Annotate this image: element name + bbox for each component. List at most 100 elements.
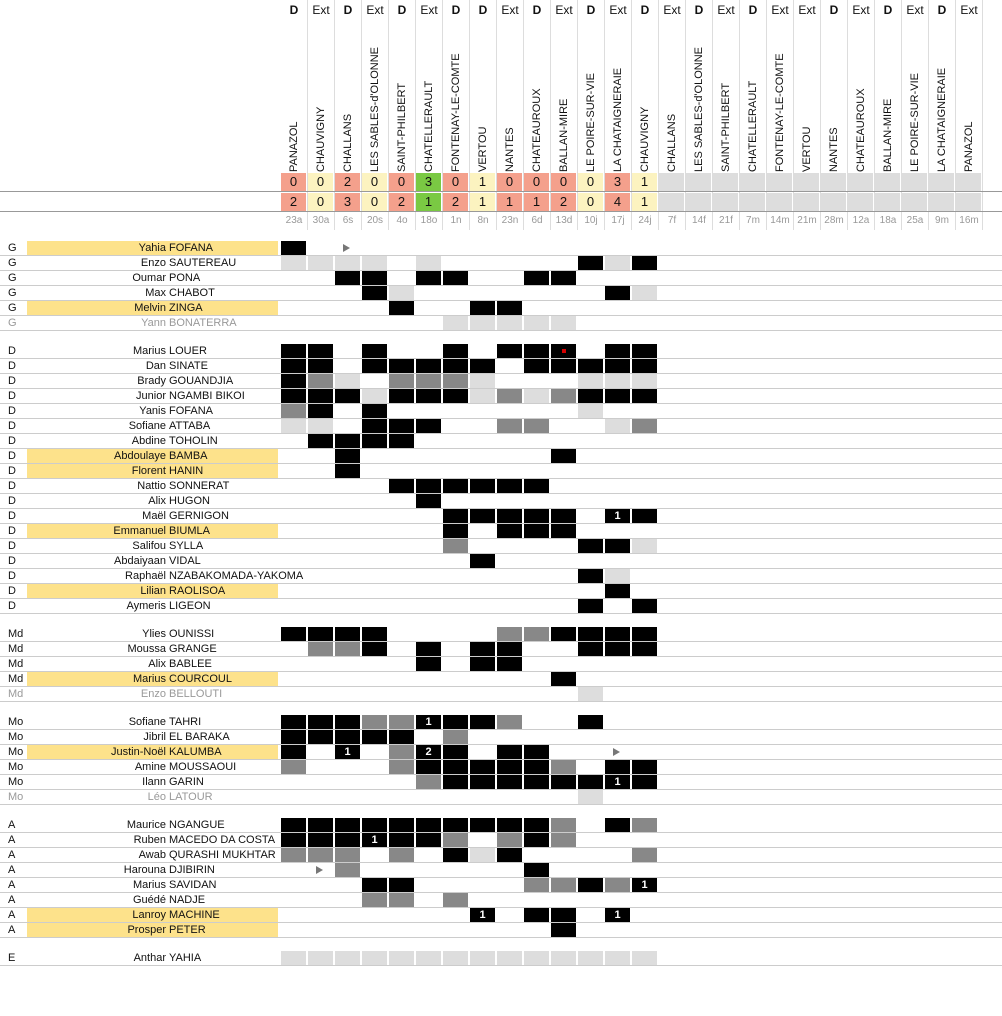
appearance-cell[interactable]: [551, 449, 576, 463]
appearance-cell[interactable]: [443, 509, 468, 523]
appearance-cell[interactable]: [416, 760, 441, 774]
appearance-cell[interactable]: [497, 775, 522, 789]
appearance-cell[interactable]: [362, 256, 387, 270]
appearance-cell[interactable]: [632, 256, 657, 270]
player-name[interactable]: Aymeris LIGEON: [27, 599, 278, 613]
appearance-cell[interactable]: [470, 775, 495, 789]
appearance-cell[interactable]: [335, 715, 360, 729]
appearance-cell[interactable]: [524, 627, 549, 641]
player-name[interactable]: Alix HUGON: [27, 494, 278, 508]
appearance-cell[interactable]: [389, 715, 414, 729]
opponent-label[interactable]: FONTENAY-LE-COMTE: [450, 53, 462, 172]
appearance-cell[interactable]: [605, 818, 630, 832]
appearance-cell[interactable]: [362, 404, 387, 418]
appearance-cell[interactable]: [281, 818, 306, 832]
appearance-cell[interactable]: [578, 359, 603, 373]
appearance-cell[interactable]: [362, 434, 387, 448]
appearance-cell[interactable]: [524, 775, 549, 789]
player-name[interactable]: Sofiane TAHRI: [27, 715, 278, 729]
opponent-label[interactable]: FONTENAY-LE-COMTE: [774, 53, 786, 172]
appearance-cell[interactable]: [524, 359, 549, 373]
opponent-label[interactable]: NANTES: [828, 127, 840, 172]
appearance-cell[interactable]: [632, 760, 657, 774]
appearance-cell[interactable]: [551, 923, 576, 937]
appearance-cell[interactable]: [389, 730, 414, 744]
appearance-cell[interactable]: [281, 745, 306, 759]
appearance-cell[interactable]: [443, 344, 468, 358]
appearance-cell[interactable]: [389, 389, 414, 403]
appearance-cell[interactable]: [497, 848, 522, 862]
appearance-cell[interactable]: [362, 389, 387, 403]
appearance-cell[interactable]: [443, 833, 468, 847]
appearance-cell[interactable]: [524, 833, 549, 847]
appearance-cell[interactable]: [335, 848, 360, 862]
appearance-cell[interactable]: [632, 775, 657, 789]
appearance-cell[interactable]: [335, 374, 360, 388]
appearance-cell[interactable]: [524, 878, 549, 892]
player-name[interactable]: Alix BABLEE: [27, 657, 278, 671]
appearance-cell[interactable]: [416, 389, 441, 403]
appearance-cell[interactable]: [578, 599, 603, 613]
appearance-cell[interactable]: [605, 539, 630, 553]
appearance-cell[interactable]: [470, 554, 495, 568]
appearance-cell[interactable]: [605, 256, 630, 270]
opponent-label[interactable]: CHAUVIGNY: [315, 106, 327, 172]
appearance-cell[interactable]: [524, 745, 549, 759]
appearance-cell[interactable]: [524, 316, 549, 330]
appearance-cell[interactable]: [416, 479, 441, 493]
player-name[interactable]: Guédé NADJE: [27, 893, 278, 907]
appearance-cell[interactable]: [443, 893, 468, 907]
appearance-cell[interactable]: [416, 657, 441, 671]
appearance-cell[interactable]: [335, 642, 360, 656]
opponent-label[interactable]: LE POIRE-SUR-VIE: [909, 72, 921, 172]
appearance-cell[interactable]: [416, 271, 441, 285]
appearance-cell[interactable]: [551, 271, 576, 285]
player-name[interactable]: Brady GOUANDJIA: [27, 374, 278, 388]
appearance-cell[interactable]: [308, 256, 333, 270]
appearance-cell[interactable]: [524, 908, 549, 922]
appearance-cell[interactable]: [632, 286, 657, 300]
player-name[interactable]: Yahia FOFANA: [27, 241, 278, 255]
appearance-cell[interactable]: [335, 256, 360, 270]
appearance-cell[interactable]: [362, 419, 387, 433]
opponent-label[interactable]: VERTOU: [477, 126, 489, 172]
appearance-cell[interactable]: [632, 818, 657, 832]
player-name[interactable]: Lilian RAOLISOA: [27, 584, 278, 598]
player-name[interactable]: Florent HANIN: [27, 464, 278, 478]
appearance-cell[interactable]: [551, 878, 576, 892]
appearance-cell[interactable]: [551, 316, 576, 330]
appearance-cell[interactable]: [605, 627, 630, 641]
appearance-cell[interactable]: [281, 419, 306, 433]
appearance-cell[interactable]: [578, 687, 603, 701]
player-name[interactable]: Dan SINATE: [27, 359, 278, 373]
player-name[interactable]: Ilann GARIN: [27, 775, 278, 789]
appearance-cell[interactable]: [281, 715, 306, 729]
player-name[interactable]: Raphaël NZABAKOMADA-YAKOMA: [27, 569, 303, 583]
appearance-cell[interactable]: [443, 745, 468, 759]
player-name[interactable]: Maël GERNIGON: [27, 509, 278, 523]
opponent-label[interactable]: PANAZOL: [963, 121, 975, 172]
appearance-cell[interactable]: [524, 389, 549, 403]
appearance-cell[interactable]: [335, 449, 360, 463]
appearance-cell[interactable]: [281, 344, 306, 358]
appearance-cell[interactable]: [335, 434, 360, 448]
appearance-cell[interactable]: [281, 256, 306, 270]
appearance-cell[interactable]: [389, 434, 414, 448]
appearance-cell[interactable]: [308, 374, 333, 388]
appearance-cell[interactable]: [551, 775, 576, 789]
player-name[interactable]: Ruben MACEDO DA COSTA: [27, 833, 278, 847]
appearance-cell[interactable]: [308, 627, 333, 641]
appearance-cell[interactable]: [497, 301, 522, 315]
opponent-label[interactable]: CHATEAUROUX: [855, 88, 867, 172]
player-name[interactable]: Ylies OUNISSI: [27, 627, 278, 641]
appearance-cell[interactable]: [497, 760, 522, 774]
appearance-cell[interactable]: [578, 569, 603, 583]
opponent-label[interactable]: PANAZOL: [288, 121, 300, 172]
player-name[interactable]: Justin-Noël KALUMBA: [27, 745, 278, 759]
appearance-cell[interactable]: [551, 389, 576, 403]
appearance-cell[interactable]: [362, 627, 387, 641]
player-name[interactable]: Lanroy MACHINE: [27, 908, 278, 922]
appearance-cell[interactable]: [605, 569, 630, 583]
appearance-cell[interactable]: [362, 715, 387, 729]
appearance-cell[interactable]: [632, 374, 657, 388]
